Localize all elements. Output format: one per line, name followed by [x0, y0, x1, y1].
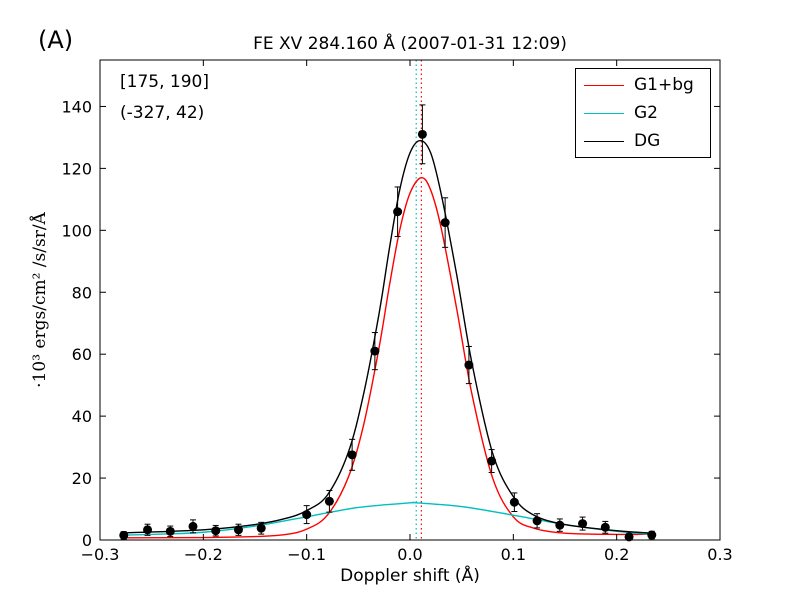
data-point — [370, 346, 380, 356]
data-point — [647, 530, 657, 540]
legend-item-dg: DG — [584, 127, 660, 155]
x-tick-label: 0.0 — [397, 545, 422, 564]
data-point — [256, 523, 266, 533]
data-point — [624, 532, 634, 542]
chart-title: FE XV 284.160 Å (2007-01-31 12:09) — [253, 34, 567, 54]
series-line-dg — [125, 139, 653, 534]
y-tick-label: 100 — [61, 221, 92, 240]
data-point — [119, 530, 129, 540]
legend-item-g1bg: G1+bg — [584, 71, 694, 99]
y-tick-label: 120 — [61, 159, 92, 178]
data-point — [211, 526, 221, 536]
data-point — [143, 525, 153, 535]
data-point — [233, 525, 243, 535]
data-point — [487, 456, 497, 466]
y-tick-label: 80 — [72, 283, 92, 302]
legend-label-g1bg: G1+bg — [634, 75, 694, 95]
annotation-coordinates: (-327, 42) — [120, 103, 205, 123]
data-point — [555, 520, 565, 530]
data-point — [532, 516, 542, 526]
y-tick-label: 0 — [82, 531, 92, 550]
panel-label: (A) — [38, 26, 74, 54]
data-point — [324, 496, 334, 506]
legend-swatch-g2 — [584, 112, 624, 114]
data-point — [464, 360, 474, 370]
data-point — [165, 526, 175, 536]
data-point — [417, 129, 427, 139]
legend-swatch-g1bg — [584, 84, 624, 86]
x-tick-label: 0.2 — [604, 545, 629, 564]
legend: G1+bg G2 DG — [575, 68, 711, 158]
x-tick-label: −0.2 — [184, 545, 223, 564]
y-tick-label: 60 — [72, 345, 92, 364]
x-tick-label: 0.1 — [501, 545, 526, 564]
data-point — [440, 218, 450, 228]
x-tick-label: −0.1 — [287, 545, 326, 564]
y-tick-label: 40 — [72, 407, 92, 426]
data-point — [509, 497, 519, 507]
x-tick-label: 0.3 — [707, 545, 732, 564]
data-point — [188, 521, 198, 531]
data-point — [393, 207, 403, 217]
legend-item-g2: G2 — [584, 99, 658, 127]
series-line-g1bg — [125, 176, 653, 539]
data-point — [302, 510, 312, 520]
legend-label-g2: G2 — [634, 103, 658, 123]
x-tick-label: −0.3 — [81, 545, 120, 564]
data-point — [347, 450, 357, 460]
legend-label-dg: DG — [634, 131, 661, 151]
legend-swatch-dg — [584, 140, 624, 142]
y-tick-label: 140 — [61, 97, 92, 116]
data-point — [600, 522, 610, 532]
data-point — [578, 519, 588, 529]
annotation-pixel-range: [175, 190] — [120, 72, 209, 92]
y-tick-label: 20 — [72, 469, 92, 488]
x-axis-label: Doppler shift (Å) — [340, 566, 480, 586]
